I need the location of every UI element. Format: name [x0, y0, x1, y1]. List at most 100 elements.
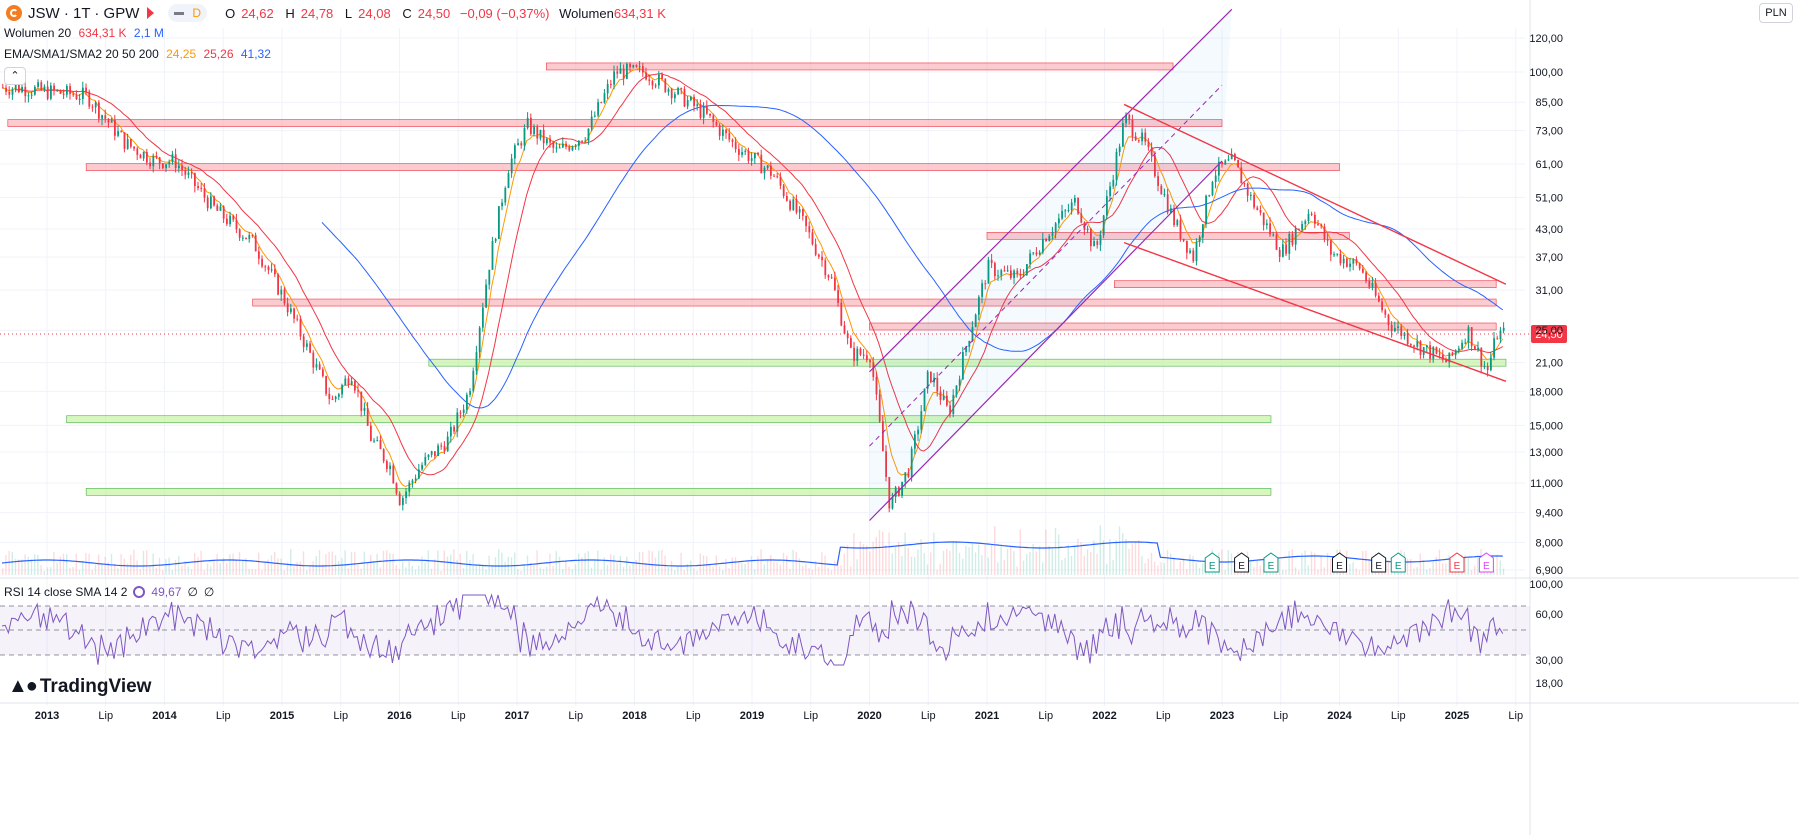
volume-bar [203, 570, 205, 575]
candle-body [882, 421, 884, 452]
collapse-legend-button[interactable]: ⌃ [4, 67, 26, 85]
candle-body [235, 219, 238, 230]
symbol-logo-icon [6, 5, 22, 21]
volume-bar [1125, 538, 1127, 575]
candle-body [210, 196, 212, 209]
volume-bar [696, 570, 698, 575]
candle-body [1474, 346, 1476, 350]
rsi-indicator-label: RSI 14 close SMA 14 2 [4, 585, 128, 599]
candle-body [1477, 347, 1479, 350]
currency-button[interactable]: PLN [1759, 3, 1793, 23]
candle-body [75, 95, 78, 100]
volume-bar [277, 558, 279, 575]
volume-bar [1320, 556, 1322, 575]
candle-body [1483, 366, 1486, 368]
candle-body [1266, 223, 1268, 225]
candle-body [322, 369, 324, 377]
candle-body [1045, 238, 1047, 242]
candle-body [1067, 209, 1070, 211]
time-tick-label: Lip [333, 710, 348, 722]
volume-bar [414, 569, 417, 575]
candle-body [734, 141, 737, 150]
refresh-icon[interactable] [133, 586, 146, 598]
candle-body [798, 209, 801, 213]
volume-bar [555, 551, 557, 575]
earnings-marker-shape [1390, 552, 1406, 573]
candle-body [1394, 328, 1396, 332]
candle-body [520, 143, 523, 146]
candle-body [344, 378, 347, 386]
candle-body [830, 277, 833, 279]
candle-body [370, 425, 372, 441]
candle-body [450, 426, 452, 437]
volume-bar [1285, 570, 1287, 575]
volume-bar [1474, 565, 1476, 575]
candle-body [69, 86, 71, 95]
volume-bar [933, 532, 935, 575]
volume-bar [1291, 549, 1293, 575]
rsi-legend[interactable]: RSI 14 close SMA 14 2 49,67 ∅ ∅ [4, 585, 214, 599]
volume-legend[interactable]: Wolumen 20 634,31 K 2,1 M [4, 26, 164, 40]
candle-body [581, 140, 583, 142]
volume-bar [62, 553, 65, 575]
volume-bar [1083, 555, 1085, 575]
candle-body [389, 465, 391, 470]
volume-bar [731, 557, 733, 575]
time-tick-label: 2021 [975, 710, 999, 722]
candle-body [328, 393, 331, 400]
candle-body [382, 449, 385, 462]
candle-body [718, 125, 721, 136]
ema-legend[interactable]: EMA/SMA1/SMA2 20 50 200 24,25 25,26 41,3… [4, 47, 271, 61]
volume-bar [357, 564, 359, 575]
candle-body [965, 346, 967, 353]
candle-body [357, 390, 359, 392]
tradingview-logo[interactable]: ▲● TradingView [8, 675, 151, 698]
rsi-tick-label: 30,00 [1535, 655, 1563, 667]
volume-bar [1182, 558, 1185, 575]
price-tick-label: 31,00 [1535, 285, 1563, 297]
candle-body [184, 170, 187, 175]
price-tick-label: 15,000 [1529, 420, 1563, 432]
volume-bar [251, 569, 253, 575]
volume-bar [1365, 550, 1367, 575]
volume-bar [578, 553, 580, 575]
price-tick-label: 13,000 [1529, 447, 1563, 459]
candle-body [1064, 210, 1067, 212]
candle-body [1010, 270, 1012, 279]
volume-bar [178, 556, 180, 575]
price-tick-label: 11,000 [1530, 478, 1563, 490]
candle-body [1176, 220, 1179, 226]
volume-bar [955, 541, 957, 575]
volume-bar [286, 562, 289, 575]
volume-bar [405, 567, 407, 575]
volume-bar [1477, 557, 1479, 575]
candle-body [82, 87, 84, 99]
candle-body [789, 200, 791, 210]
volume-bar [1019, 529, 1021, 575]
flag-icon[interactable] [147, 7, 155, 19]
candle-body [757, 153, 759, 155]
candle-body [872, 362, 875, 377]
volume-bar [760, 549, 762, 575]
candle-body [1000, 270, 1003, 276]
interval-badge[interactable]: D [168, 4, 208, 22]
candle-body [386, 461, 388, 470]
time-tick-label: 2023 [1210, 710, 1234, 722]
volume-bar [1173, 557, 1175, 575]
close-value: 24,50 [417, 5, 451, 21]
candle-body [750, 158, 753, 161]
candle-body [878, 394, 881, 422]
time-tick-label: 2024 [1327, 710, 1352, 722]
volume-bar [923, 553, 925, 575]
volume-bar [850, 566, 852, 575]
volume-bar [1259, 565, 1261, 575]
earnings-marker-label: E [1209, 561, 1216, 572]
uptrend-channel-upper [869, 8, 1233, 373]
candle-body [1016, 270, 1019, 275]
volume-bar [914, 556, 916, 575]
volume-bar [974, 552, 977, 575]
candle-body [232, 215, 235, 220]
candle-body [1362, 268, 1364, 273]
symbol-title[interactable]: JSW · 1T · GPW [28, 4, 140, 22]
